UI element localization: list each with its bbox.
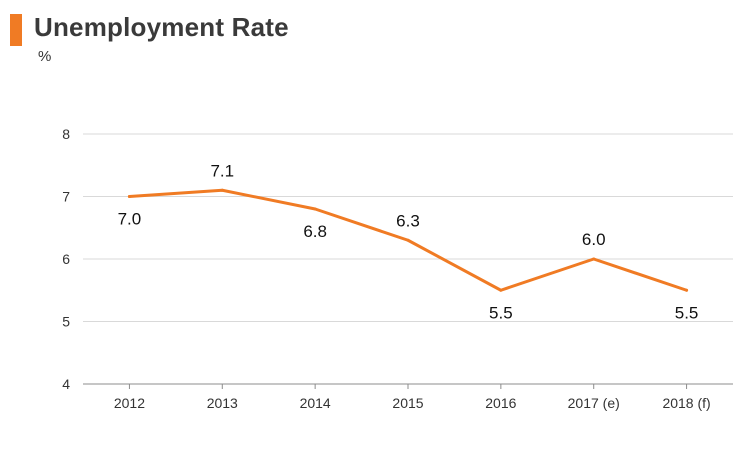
x-tick-label: 2012 bbox=[114, 395, 145, 411]
data-label: 5.5 bbox=[675, 303, 699, 322]
y-tick-label: 4 bbox=[62, 376, 70, 392]
data-label: 7.1 bbox=[210, 161, 234, 180]
x-tick-label: 2015 bbox=[392, 395, 423, 411]
data-point bbox=[313, 207, 317, 211]
data-point bbox=[406, 238, 410, 242]
data-label: 5.5 bbox=[489, 303, 513, 322]
x-tick-label: 2014 bbox=[300, 395, 331, 411]
data-label: 6.8 bbox=[303, 222, 327, 241]
data-label: 7.0 bbox=[118, 210, 142, 229]
data-point bbox=[592, 257, 596, 261]
gridlines bbox=[83, 133, 733, 385]
y-tick-label: 7 bbox=[62, 189, 70, 205]
data-point bbox=[127, 195, 131, 198]
x-tick-label: 2018 (f) bbox=[662, 395, 710, 411]
unit-label: % bbox=[38, 48, 52, 65]
series-group bbox=[127, 188, 689, 292]
x-axis-ticks: 2012 2013 2014 2015 2016 2017 (e) 2018 (f) bbox=[114, 384, 711, 411]
x-tick-label: 2017 (e) bbox=[568, 395, 620, 411]
data-label: 6.3 bbox=[396, 211, 420, 230]
chart-title: Unemployment Rate bbox=[34, 12, 289, 42]
data-label: 6.0 bbox=[582, 230, 606, 249]
data-point bbox=[685, 288, 689, 292]
x-tick-label: 2013 bbox=[207, 395, 238, 411]
title-accent-bar bbox=[10, 14, 22, 46]
y-tick-label: 8 bbox=[62, 126, 70, 142]
y-tick-label: 6 bbox=[62, 251, 70, 267]
data-point bbox=[499, 288, 503, 292]
y-axis-ticks: 4 5 6 7 8 bbox=[62, 126, 70, 392]
y-tick-label: 5 bbox=[62, 314, 70, 330]
data-point bbox=[220, 188, 224, 192]
data-labels: 7.0 7.1 6.8 6.3 5.5 6.0 5.5 bbox=[118, 161, 699, 322]
x-tick-label: 2016 bbox=[485, 395, 516, 411]
